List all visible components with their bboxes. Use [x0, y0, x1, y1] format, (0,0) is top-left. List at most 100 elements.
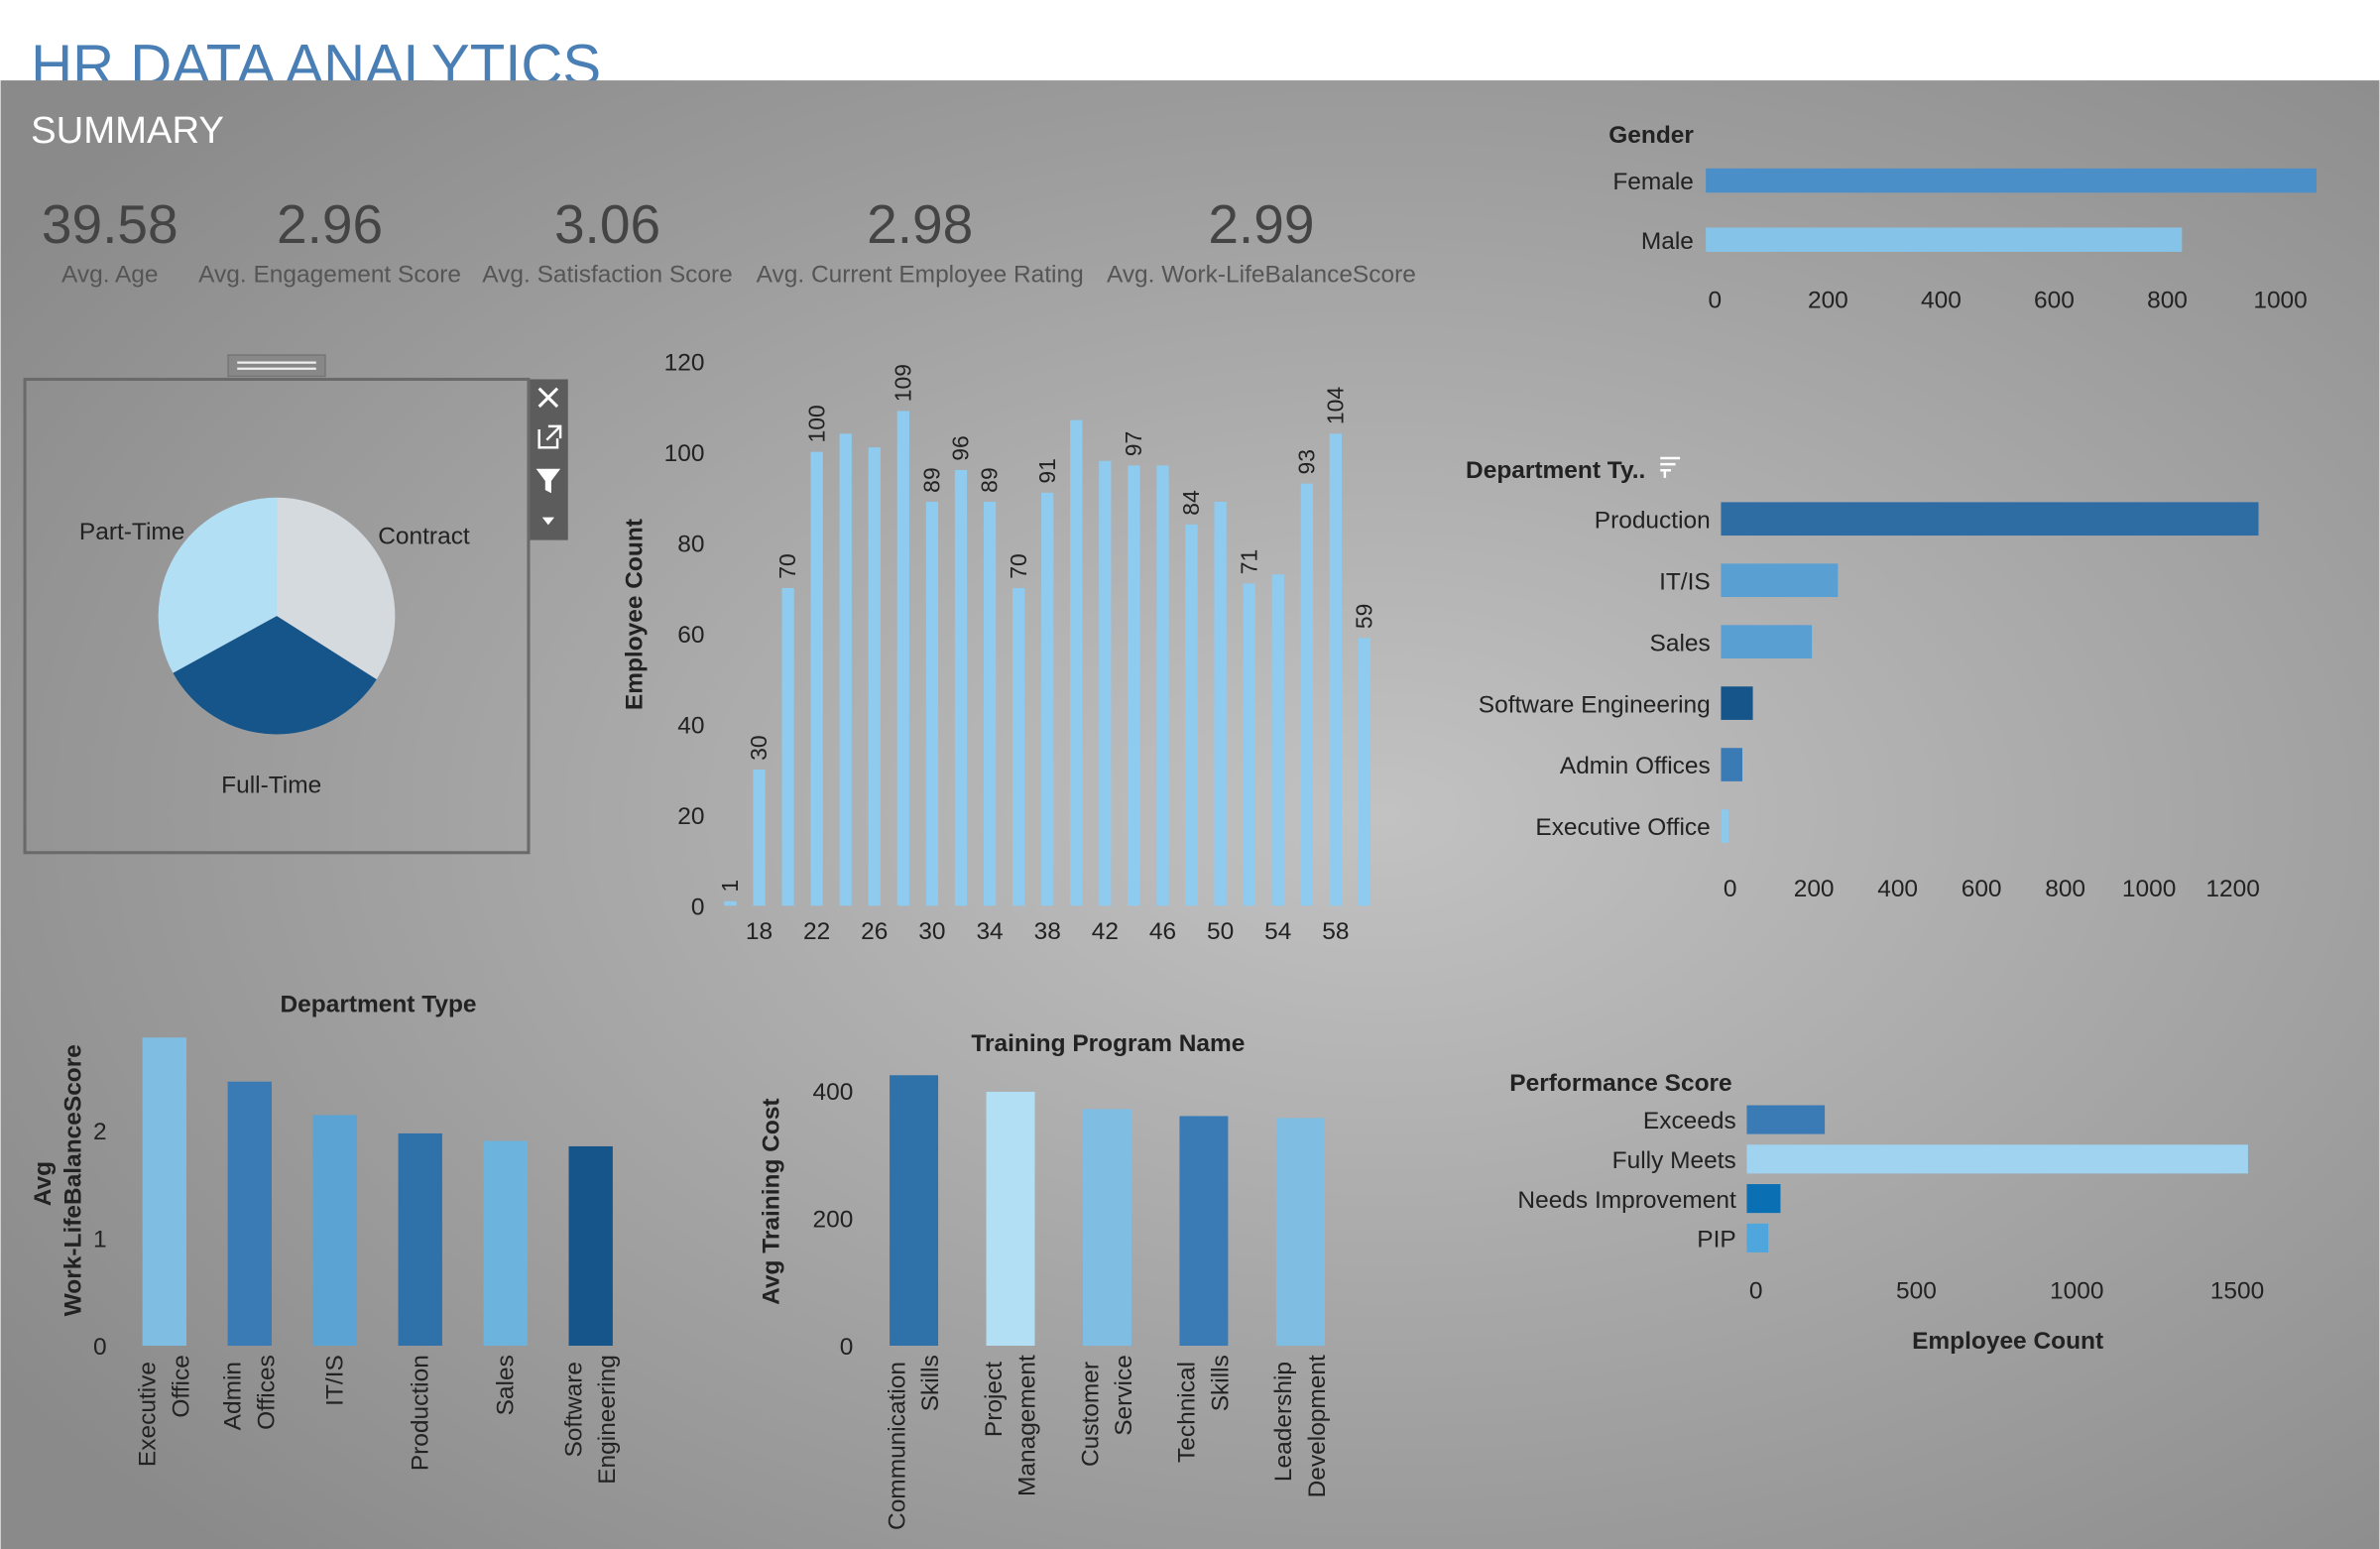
kpi-value: 2.96: [277, 193, 383, 255]
category-label: Exceeds: [1643, 1108, 1736, 1134]
value-label: 59: [1352, 604, 1377, 630]
chart-title: Department Ty..: [1466, 457, 1645, 484]
y-tick-label: 1: [93, 1227, 107, 1253]
bar: [925, 501, 939, 906]
x-tick-label: 0: [1724, 876, 1737, 902]
y-tick-label: 40: [677, 712, 704, 739]
menu-icon[interactable]: [541, 517, 554, 526]
bar: [1185, 524, 1198, 906]
slice-label: Contract: [378, 524, 470, 550]
value-label: 84: [1178, 490, 1204, 516]
y-tick-label: 200: [813, 1207, 854, 1234]
kpi-label: Avg. Work-LifeBalanceScore: [1107, 262, 1416, 289]
value-label: 93: [1293, 449, 1319, 475]
pie-slice: [158, 497, 278, 673]
x-tick-label: 1500: [2210, 1278, 2264, 1305]
bar: [983, 501, 997, 906]
kpi-label: Avg. Satisfaction Score: [482, 262, 733, 289]
filter-icon[interactable]: [536, 468, 561, 494]
bar: [1156, 465, 1169, 906]
y-tick-label: 120: [664, 349, 705, 376]
bar: [724, 900, 737, 906]
category-label: Software Engineering: [1479, 691, 1711, 718]
y-tick-label: 100: [664, 440, 705, 467]
x-tick-label: 800: [2147, 288, 2188, 314]
value-label: 89: [977, 467, 1003, 493]
chart-title: Department Type: [280, 991, 476, 1017]
bar: [1243, 583, 1255, 906]
bar: [1041, 492, 1054, 906]
x-tick-label: Sales: [492, 1355, 519, 1415]
bar: [839, 433, 852, 906]
bar: [1070, 419, 1083, 906]
kpi-value: 3.06: [554, 193, 660, 255]
x-tick-label: 400: [1877, 876, 1918, 902]
bar: [781, 587, 794, 906]
pie-slice: [173, 616, 377, 735]
bar: [1721, 563, 1839, 598]
x-tick-label: 0: [1749, 1278, 1763, 1305]
bar: [1746, 1184, 1781, 1214]
x-tick-label: Technical Skills: [1174, 1355, 1235, 1463]
x-tick-label: Communication Skills: [884, 1355, 944, 1530]
y-tick-label: 80: [677, 531, 704, 557]
sort-icon[interactable]: [1660, 456, 1681, 478]
x-tick-label: Executive Office: [135, 1355, 195, 1467]
value-label: 1: [717, 880, 743, 893]
value-label: 70: [1006, 553, 1031, 579]
x-tick-label: 500: [1896, 1278, 1937, 1305]
panel-border: [23, 377, 531, 855]
bar: [1082, 1109, 1131, 1346]
category-label: Needs Improvement: [1517, 1187, 1736, 1214]
bar: [1721, 625, 1813, 658]
bar: [1275, 1118, 1325, 1346]
category-label: Production: [1595, 507, 1711, 534]
x-tick-label: 30: [918, 918, 945, 945]
bar: [986, 1091, 1035, 1346]
x-tick-label: 42: [1092, 918, 1119, 945]
category-label: Executive Office: [1535, 814, 1710, 841]
value-label: 100: [803, 405, 829, 442]
x-tick-label: 200: [1794, 876, 1835, 902]
x-tick-label: 0: [1709, 288, 1723, 314]
bar: [753, 770, 766, 906]
x-tick-label: 18: [746, 918, 773, 945]
bar: [398, 1132, 442, 1346]
bar: [1300, 483, 1313, 906]
bar: [483, 1140, 528, 1346]
close-icon[interactable]: [537, 387, 559, 409]
kpi-label: Avg. Age: [61, 262, 159, 289]
bar: [1721, 502, 2259, 536]
x-tick-label: 1000: [2253, 288, 2307, 314]
category-label: Female: [1612, 169, 1694, 195]
value-label: 109: [891, 364, 916, 402]
bar: [1746, 1105, 1826, 1134]
kpi-value: 39.58: [42, 193, 178, 255]
x-tick-label: 26: [861, 918, 888, 945]
chart-title: Training Program Name: [971, 1030, 1245, 1057]
value-label: 97: [1121, 431, 1146, 457]
x-tick-label: 58: [1322, 918, 1349, 945]
bar: [1358, 638, 1371, 906]
x-tick-label: Customer Service: [1077, 1355, 1137, 1467]
category-label: Fully Meets: [1612, 1147, 1736, 1174]
value-label: 70: [774, 553, 800, 579]
kpi-label: Avg. Engagement Score: [198, 262, 461, 289]
popout-icon[interactable]: [537, 424, 562, 449]
bar: [954, 469, 968, 906]
x-tick-label: 400: [1921, 288, 1962, 314]
panel-grip[interactable]: [227, 354, 326, 378]
y-tick-label: 2: [93, 1119, 107, 1145]
kpi-label: Avg. Current Employee Rating: [757, 262, 1084, 289]
category-label: PIP: [1697, 1227, 1735, 1253]
x-tick-label: 54: [1264, 918, 1291, 945]
pie-panel: [23, 354, 568, 855]
bar: [1721, 686, 1753, 720]
y-tick-label: 0: [93, 1334, 107, 1361]
y-tick-label: 0: [840, 1334, 854, 1361]
value-label: 30: [746, 735, 772, 761]
y-axis-label: Employee Count: [622, 519, 649, 710]
x-tick-label: 1000: [2122, 876, 2176, 902]
